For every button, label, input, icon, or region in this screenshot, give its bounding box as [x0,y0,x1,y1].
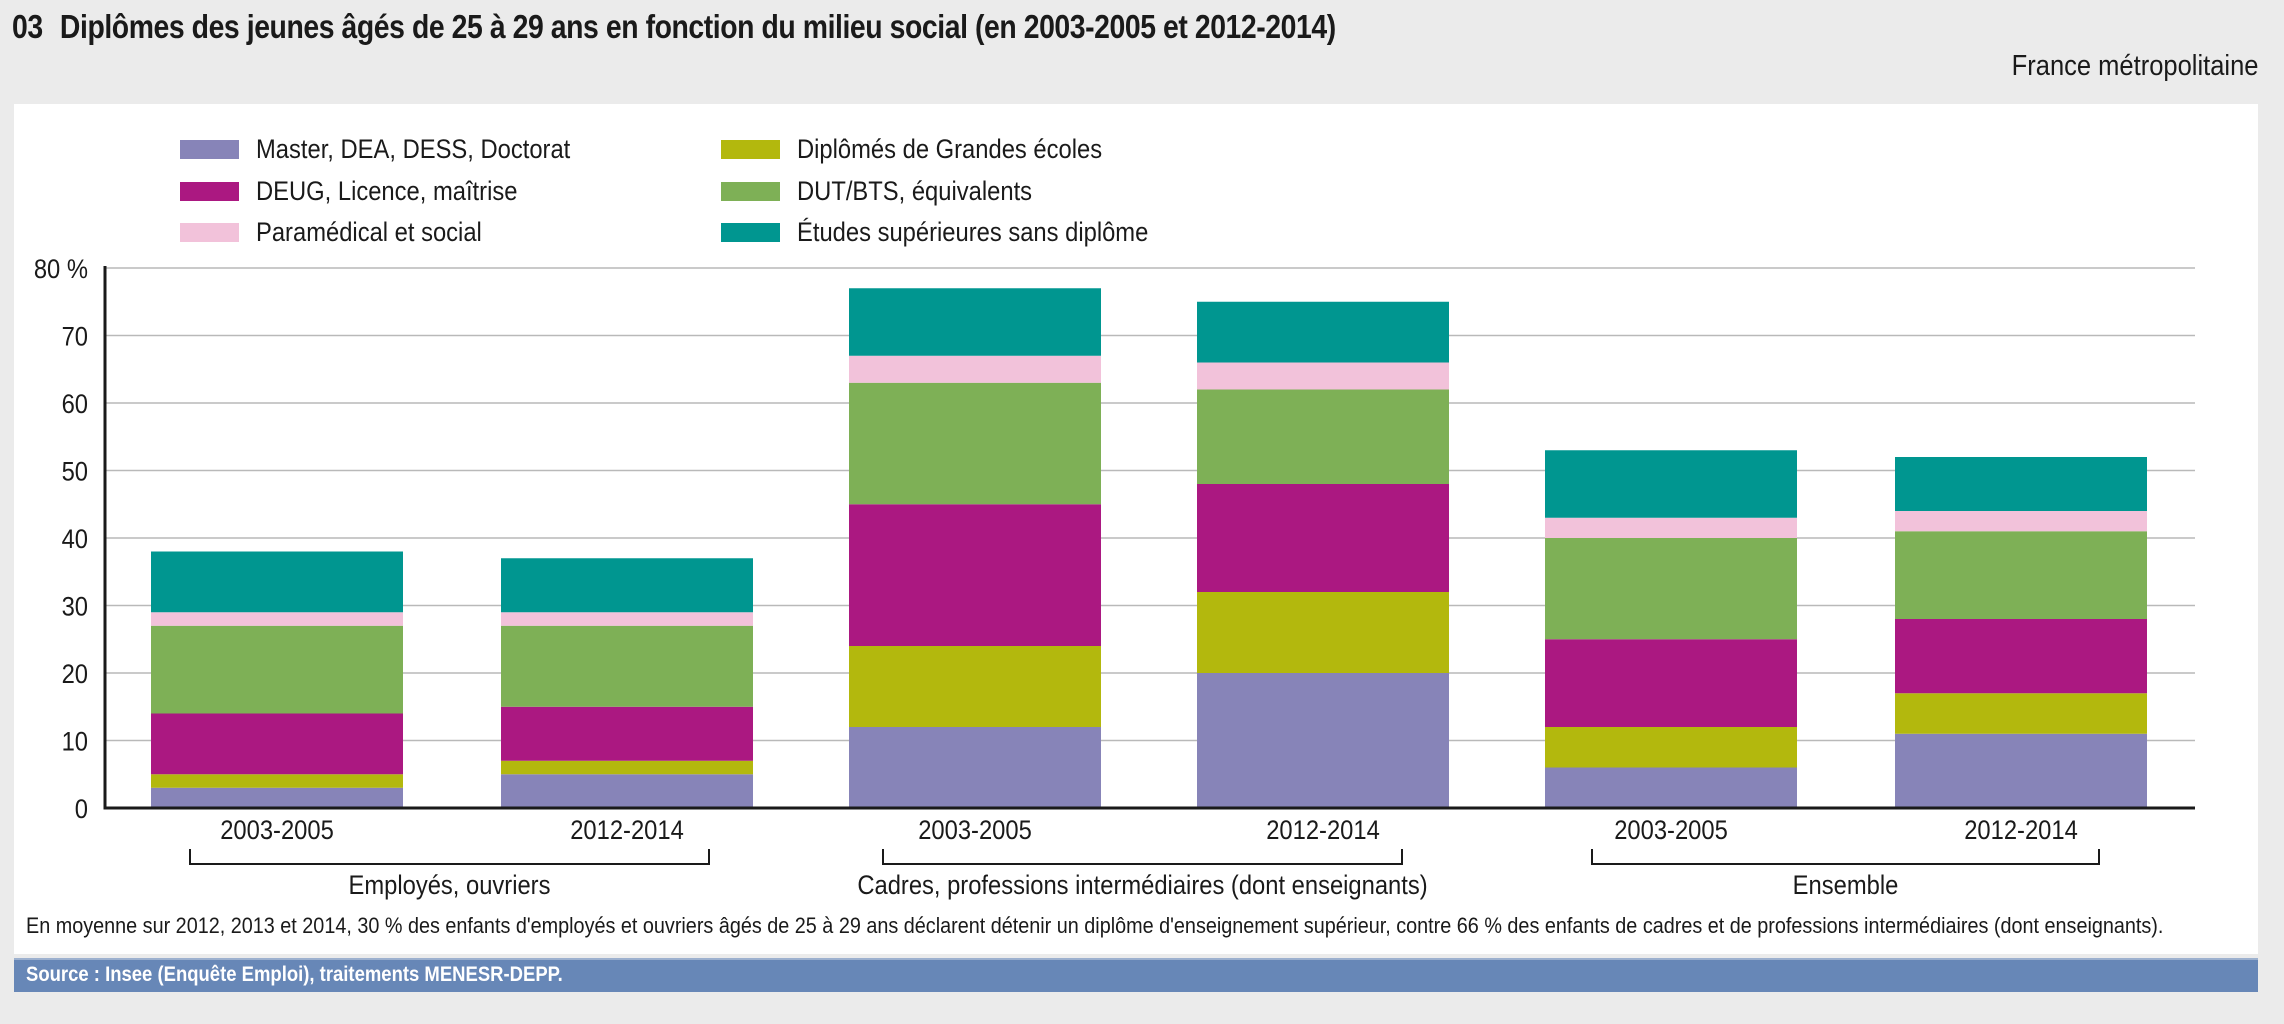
legend-label: DEUG, Licence, maîtrise [256,175,518,206]
source-text: Source : Insee (Enquête Emploi), traitem… [26,963,563,986]
bar-segment-deug-licence-ma-trise [501,706,753,761]
group-label: Employés, ouvriers [349,871,551,901]
bar-segment--tudes-sup-rieures-sans-dipl-me [151,551,403,613]
x-tick-label: 2003-2005 [1614,816,1728,846]
bar-segment--tudes-sup-rieures-sans-dipl-me [501,558,753,613]
legend-item: Diplômés de Grandes écoles [721,134,1144,164]
bar-segment-dipl-m-s-de-grandes-coles [849,646,1101,727]
bar-segment-dut-bts-quivalents [151,625,403,714]
bar-segment-master-dea-dess-doctorat [1197,673,1449,808]
legend-label: Paramédical et social [256,216,482,247]
bar-segment--tudes-sup-rieures-sans-dipl-me [1895,457,2147,511]
bar-segment-deug-licence-ma-trise [849,504,1101,646]
bar-segment-dut-bts-quivalents [1545,538,1797,640]
legend-swatch [721,139,780,159]
legend-label: DUT/BTS, équivalents [797,175,1033,206]
x-tick-label: 2003-2005 [220,816,334,846]
title-text: Diplômes des jeunes âgés de 25 à 29 ans … [59,8,1336,45]
y-tick-label: 20 [62,660,88,690]
legend-swatch [180,222,239,242]
legend-item: DUT/BTS, équivalents [721,176,1064,206]
source-bar: Source : Insee (Enquête Emploi), traitem… [14,958,2258,992]
bar-segment-master-dea-dess-doctorat [1545,767,1797,808]
chart-subtitle: France métropolitaine [2011,50,2258,82]
group-label: Ensemble [1793,871,1899,901]
legend-label: Diplômés de Grandes écoles [797,133,1103,164]
group-bracket [189,849,710,865]
bar-segment-deug-licence-ma-trise [1545,639,1797,727]
bar-segment-master-dea-dess-doctorat [151,787,403,808]
bar-segment-dut-bts-quivalents [849,382,1101,505]
y-tick-label: 40 [62,525,88,555]
legend-swatch [180,181,239,201]
bar-segment-master-dea-dess-doctorat [1895,733,2147,808]
bar-segment--tudes-sup-rieures-sans-dipl-me [1545,450,1797,518]
bar-segment-dut-bts-quivalents [501,625,753,707]
x-tick-label: 2012-2014 [1266,816,1380,846]
bar-segment-dipl-m-s-de-grandes-coles [1197,592,1449,673]
bar-segment-dipl-m-s-de-grandes-coles [1895,693,2147,734]
y-tick-label: 0 [75,795,88,825]
x-tick-label: 2012-2014 [1964,816,2078,846]
bar-segment-dipl-m-s-de-grandes-coles [501,760,753,775]
legend-swatch [180,139,239,159]
legend-item: Études supérieures sans diplôme [721,217,1196,247]
legend-label: Master, DEA, DESS, Doctorat [256,133,571,164]
legend-swatch [721,181,780,201]
bar-segment-master-dea-dess-doctorat [501,774,753,808]
chart-panel [14,104,2258,954]
y-tick-label: 70 [62,322,88,352]
y-tick-label: 10 [62,727,88,757]
chart-title: 03 Diplômes des jeunes âgés de 25 à 29 an… [12,8,1336,46]
legend-label: Études supérieures sans diplôme [797,216,1149,247]
bar-segment-master-dea-dess-doctorat [849,727,1101,808]
bar-segment-deug-licence-ma-trise [151,713,403,775]
y-tick-label: 30 [62,592,88,622]
bar-segment-param-dical-et-social [151,612,403,626]
bar-segment-dipl-m-s-de-grandes-coles [1545,727,1797,768]
bar-segment-dut-bts-quivalents [1197,389,1449,484]
chart-note: En moyenne sur 2012, 2013 et 2014, 30 % … [26,913,2164,938]
legend-item: DEUG, Licence, maîtrise [180,176,553,206]
legend-swatch [721,222,780,242]
x-tick-label: 2012-2014 [570,816,684,846]
bar-segment--tudes-sup-rieures-sans-dipl-me [849,288,1101,356]
figure-number: 03 [12,8,43,45]
legend-item: Paramédical et social [180,217,513,247]
bar-segment--tudes-sup-rieures-sans-dipl-me [1197,301,1449,363]
bar-segment-deug-licence-ma-trise [1197,484,1449,592]
group-bracket [882,849,1403,865]
group-bracket [1591,849,2100,865]
bar-segment-deug-licence-ma-trise [1895,619,2147,694]
x-tick-label: 2003-2005 [918,816,1032,846]
bar-segment-param-dical-et-social [501,612,753,626]
bar-segment-param-dical-et-social [849,355,1101,383]
y-tick-label: 80 % [34,255,88,285]
bar-segment-dipl-m-s-de-grandes-coles [151,774,403,788]
bar-segment-param-dical-et-social [1545,517,1797,538]
group-label: Cadres, professions intermédiaires (dont… [857,871,1427,901]
bar-segment-dut-bts-quivalents [1895,531,2147,619]
bar-segment-param-dical-et-social [1197,362,1449,390]
bar-segment-param-dical-et-social [1895,511,2147,532]
y-tick-label: 50 [62,457,88,487]
y-tick-label: 60 [62,390,88,420]
legend-item: Master, DEA, DESS, Doctorat [180,134,613,164]
